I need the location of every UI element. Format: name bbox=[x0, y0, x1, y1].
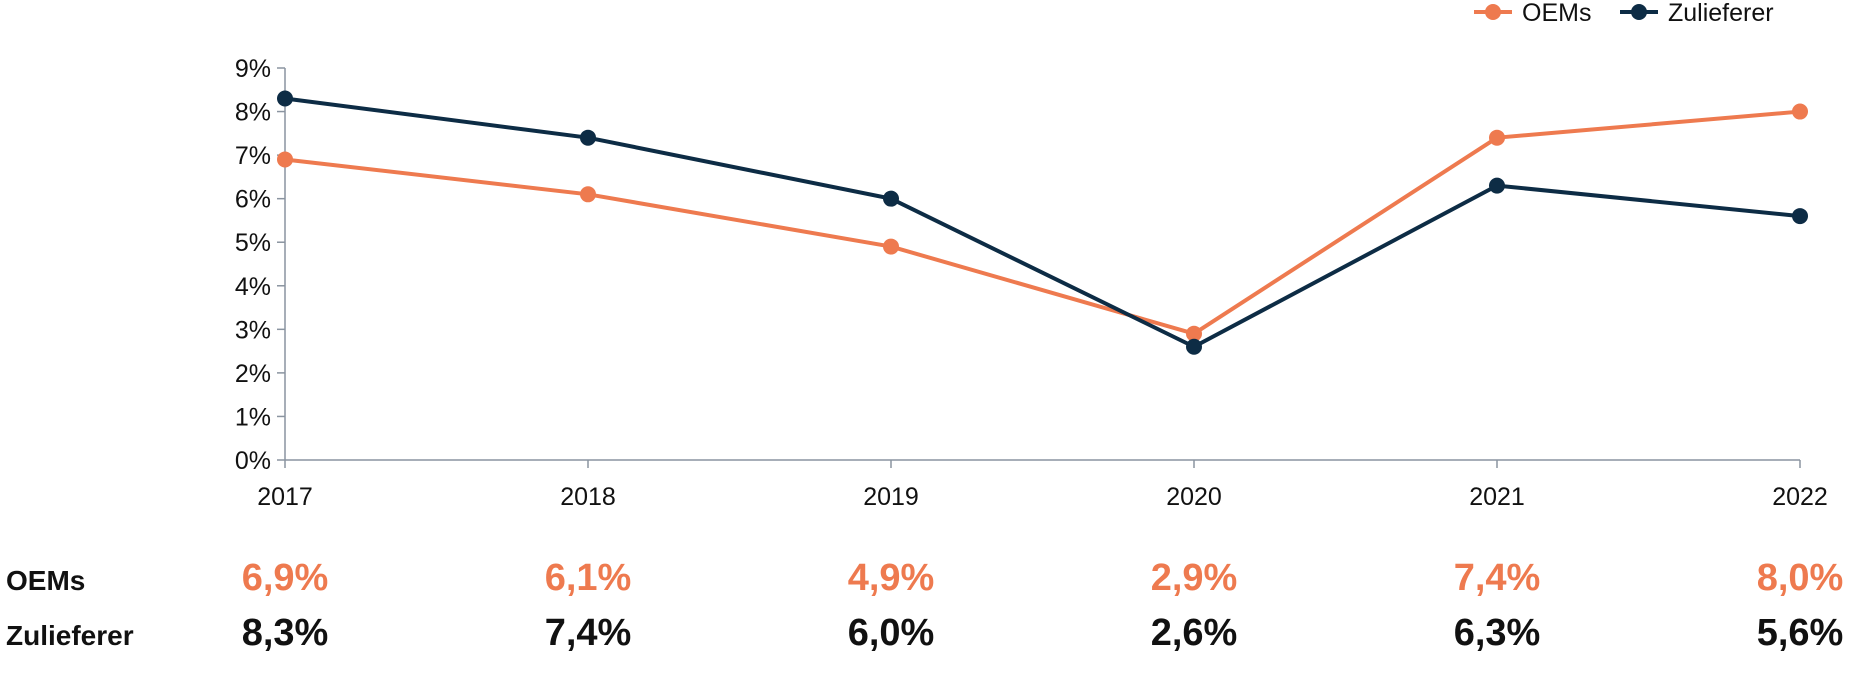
y-tick-label: 3% bbox=[235, 316, 271, 344]
y-tick-label: 6% bbox=[235, 186, 271, 214]
y-tick-label: 9% bbox=[235, 55, 271, 83]
table-cell-value: 8,3% bbox=[242, 612, 329, 654]
table-cell-value: 8,0% bbox=[1757, 557, 1844, 599]
y-tick-label: 7% bbox=[235, 142, 271, 170]
table-cell-value: 2,9% bbox=[1151, 557, 1238, 599]
y-tick-label: 4% bbox=[235, 273, 271, 301]
y-tick-label: 1% bbox=[235, 403, 271, 431]
table-cell-value: 7,4% bbox=[545, 612, 632, 654]
series-line bbox=[284, 109, 1801, 336]
x-tick-label: 2017 bbox=[257, 483, 313, 511]
y-tick-label: 0% bbox=[235, 447, 271, 475]
data-point bbox=[580, 186, 596, 203]
table-cell-value: 7,4% bbox=[1454, 557, 1541, 599]
table-cell-value: 6,0% bbox=[848, 612, 935, 654]
legend-label: OEMs bbox=[1522, 0, 1591, 27]
table-cell-value: 4,9% bbox=[848, 557, 935, 599]
legend-label: Zulieferer bbox=[1668, 0, 1774, 27]
data-point bbox=[1489, 129, 1505, 146]
data-point bbox=[883, 190, 899, 207]
table-row-oems: OEMs 6,9% 6,1% 4,9% 2,9% 7,4% 8,0% bbox=[6, 557, 1843, 599]
table-cell-value: 5,6% bbox=[1757, 612, 1844, 654]
table-row-zulieferer: Zulieferer 8,3% 7,4% 6,0% 2,6% 6,3% 5,6% bbox=[6, 612, 1843, 654]
series-line bbox=[284, 96, 1801, 349]
data-point bbox=[1186, 338, 1202, 355]
data-point bbox=[580, 129, 596, 146]
table-cell-value: 2,6% bbox=[1151, 612, 1238, 654]
table-row-label: OEMs bbox=[6, 565, 85, 596]
data-point bbox=[1186, 325, 1202, 342]
data-point bbox=[1792, 103, 1808, 120]
x-tick-label: 2022 bbox=[1772, 483, 1828, 511]
x-tick-label: 2019 bbox=[863, 483, 919, 511]
table-row-label: Zulieferer bbox=[6, 620, 134, 651]
data-point bbox=[277, 90, 293, 107]
legend-item-zulieferer: Zulieferer bbox=[1620, 0, 1774, 27]
data-point bbox=[1489, 177, 1505, 194]
legend-dot-marker bbox=[1485, 4, 1501, 20]
series-zulieferer bbox=[277, 90, 1808, 355]
y-tick-label: 2% bbox=[235, 360, 271, 388]
data-point bbox=[883, 238, 899, 255]
data-point bbox=[1792, 208, 1808, 225]
legend-dot-marker bbox=[1631, 4, 1647, 20]
x-tick-label: 2020 bbox=[1166, 483, 1222, 511]
legend: OEMs Zulieferer bbox=[1474, 0, 1774, 27]
legend-item-oems: OEMs bbox=[1474, 0, 1591, 27]
axes: 0% 1% 2% 3% 4% 5% 6% 7% 8% 9% 2017 2018 2019 2020 2021… bbox=[235, 55, 1828, 511]
series-oems bbox=[277, 103, 1808, 342]
y-tick-label: 5% bbox=[235, 229, 271, 257]
table-cell-value: 6,9% bbox=[242, 557, 329, 599]
x-tick-label: 2021 bbox=[1469, 483, 1525, 511]
y-tick-label: 8% bbox=[235, 99, 271, 127]
data-point bbox=[277, 151, 293, 168]
data-table: OEMs 6,9% 6,1% 4,9% 2,9% 7,4% 8,0% Zulieferer 8,… bbox=[6, 557, 1843, 654]
series-lines bbox=[277, 90, 1808, 355]
table-cell-value: 6,3% bbox=[1454, 612, 1541, 654]
table-cell-value: 6,1% bbox=[545, 557, 632, 599]
x-tick-label: 2018 bbox=[560, 483, 616, 511]
